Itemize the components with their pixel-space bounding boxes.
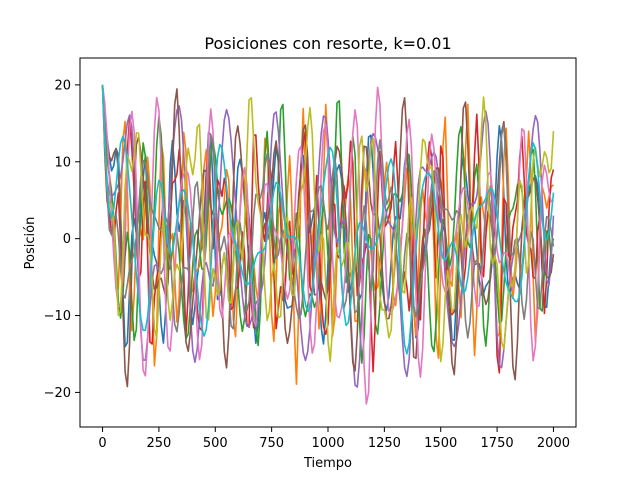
y-tick-label: 0 [63, 232, 71, 247]
series-layer [101, 84, 555, 405]
x-tick-label: 1000 [311, 436, 344, 451]
x-tick-label: 1250 [368, 436, 401, 451]
series-line-8 [101, 84, 555, 339]
x-axis-label: Tiempo [303, 456, 352, 471]
x-tick-label: 2000 [537, 436, 570, 451]
y-tick-label: −10 [44, 309, 71, 324]
x-tick-label: 250 [146, 436, 171, 451]
x-tick-label: 500 [203, 436, 228, 451]
y-axis-ticks: −20 −10 0 10 20 [44, 78, 80, 401]
y-axis-label: Posición [23, 217, 38, 270]
y-tick-label: 20 [54, 78, 71, 93]
y-tick-label: −20 [44, 386, 71, 401]
chart-title: Posiciones con resorte, k=0.01 [204, 34, 451, 53]
x-axis-ticks: 0 250 500 750 1000 1250 1500 1750 2000 [98, 427, 570, 451]
series-line-9 [101, 84, 555, 363]
x-tick-label: 750 [259, 436, 284, 451]
x-tick-label: 1500 [424, 436, 457, 451]
x-tick-label: 0 [98, 436, 106, 451]
y-tick-label: 10 [54, 155, 71, 170]
series-line-10 [101, 84, 555, 355]
x-tick-label: 1750 [481, 436, 514, 451]
